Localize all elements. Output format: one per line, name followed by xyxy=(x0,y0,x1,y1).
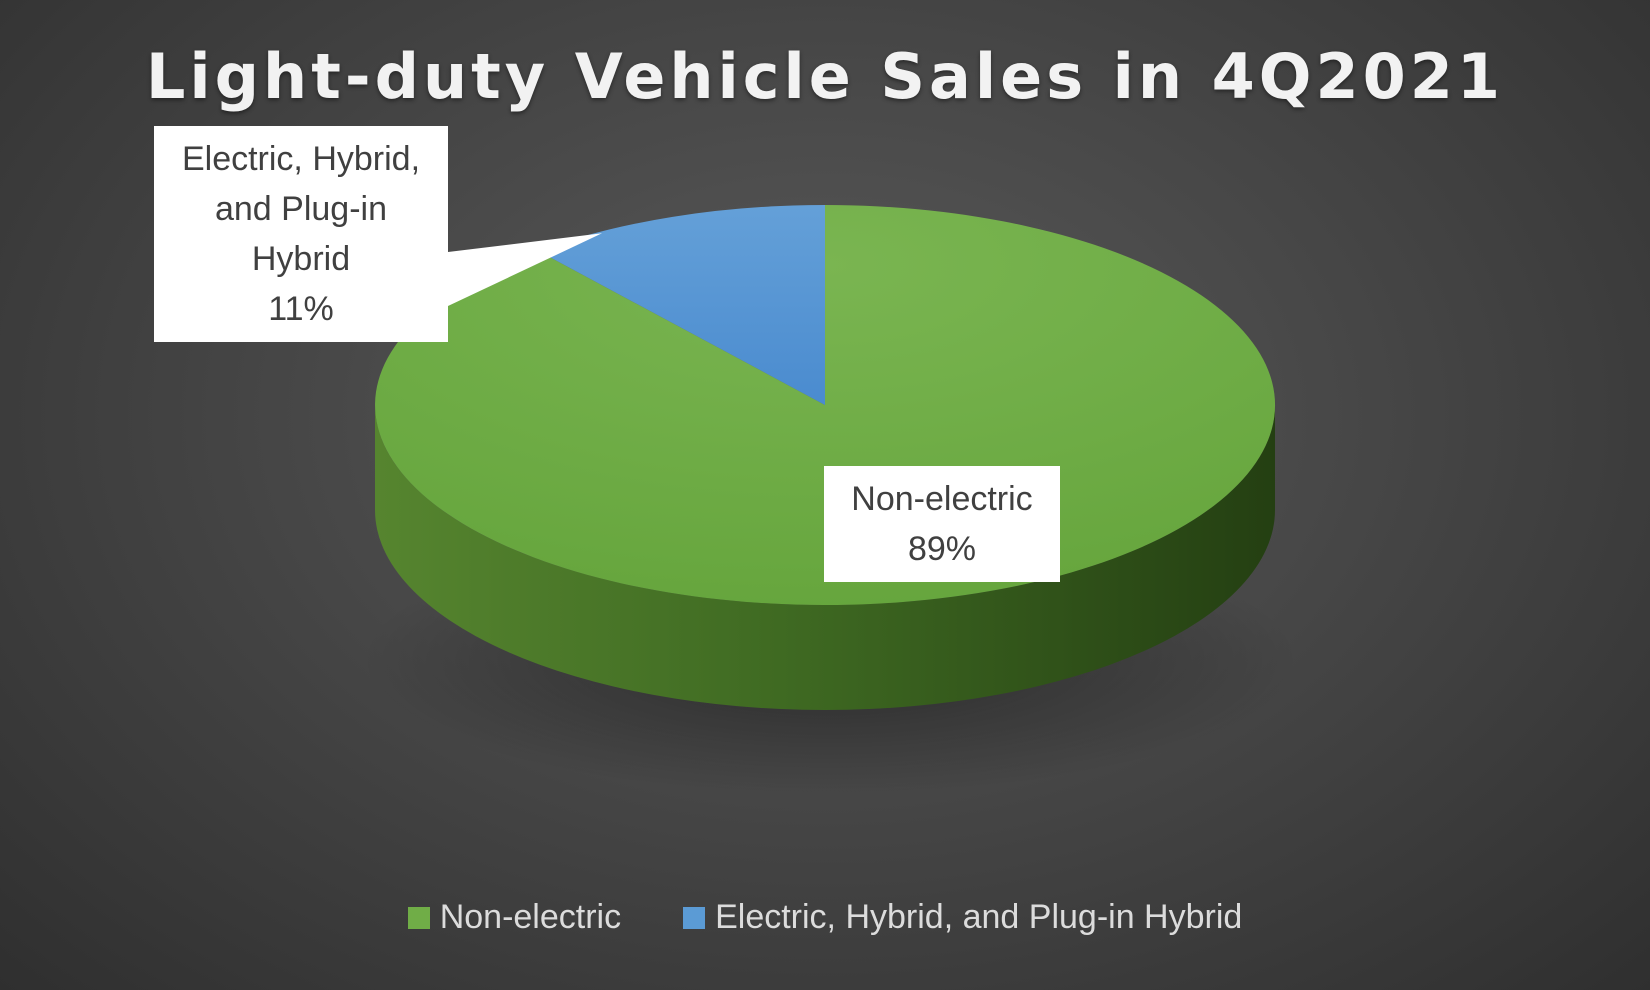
data-label-electric-hybrid-line-1: Electric, Hybrid, xyxy=(181,140,421,178)
data-label-non-electric-name: Non-electric xyxy=(851,480,1033,518)
data-label-electric-hybrid-line-3: Hybrid xyxy=(251,240,351,278)
legend-swatch-non-electric xyxy=(407,906,430,929)
data-label-electric-hybrid-line-2: and Plug-in xyxy=(214,190,387,228)
data-label-electric-hybrid-value: 11% xyxy=(268,290,334,328)
data-label-non-electric: Non-electric 89% xyxy=(824,466,1060,582)
chart-title: Light-duty Vehicle Sales in 4Q2021 xyxy=(145,40,1505,113)
legend-label-electric-hybrid: Electric, Hybrid, and Plug-in Hybrid xyxy=(715,898,1243,936)
pie-side-wall xyxy=(375,405,1275,710)
legend: Non-electric Electric, Hybrid, and Plug-… xyxy=(0,898,1650,937)
label-leader-electric-hybrid xyxy=(448,233,602,306)
data-label-non-electric-value: 89% xyxy=(907,530,977,568)
pie-slice-electric-hybrid[interactable] xyxy=(538,205,825,405)
legend-swatch-electric-hybrid xyxy=(683,906,706,929)
legend-entry-electric-hybrid[interactable]: Electric, Hybrid, and Plug-in Hybrid xyxy=(683,898,1242,937)
legend-label-non-electric: Non-electric xyxy=(439,898,622,936)
legend-entry-non-electric[interactable]: Non-electric xyxy=(407,898,622,937)
data-label-electric-hybrid: Electric, Hybrid, and Plug-in Hybrid 11% xyxy=(154,126,448,342)
